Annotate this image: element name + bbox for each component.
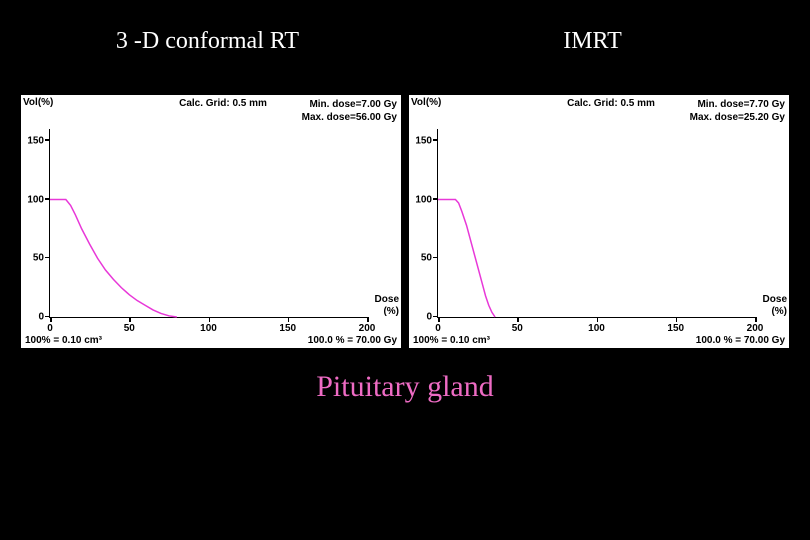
y-tick-label: 0 [38, 312, 44, 323]
x-tick [676, 317, 678, 322]
dvh-curve [50, 129, 367, 317]
plot-area: 050100150050100150200 [49, 129, 367, 318]
x-tick-label: 100 [200, 323, 217, 334]
x-tick [367, 317, 369, 322]
x-tick-label: 0 [47, 323, 53, 334]
dose-range-label: Min. dose=7.70 GyMax. dose=25.20 Gy [690, 98, 785, 124]
y-tick-label: 150 [415, 135, 432, 146]
y-tick-label: 50 [33, 253, 44, 264]
y-axis-label: Vol(%) [23, 97, 53, 108]
x-tick-label: 0 [435, 323, 441, 334]
x-tick [288, 317, 290, 322]
x-tick [597, 317, 599, 322]
x-tick [438, 317, 440, 322]
x-tick [209, 317, 211, 322]
x-tick-label: 50 [124, 323, 135, 334]
x-tick-label: 200 [359, 323, 376, 334]
titles-row: 3 -D conformal RT IMRT [0, 28, 810, 55]
y-tick-label: 0 [426, 312, 432, 323]
y-axis-label: Vol(%) [411, 97, 441, 108]
x-tick [517, 317, 519, 322]
y-tick-label: 100 [27, 194, 44, 205]
dvh-curve [438, 129, 755, 317]
x-tick [755, 317, 757, 322]
x-axis-label: Dose(%) [375, 294, 399, 318]
chart-panels: Calc. Grid: 0.5 mm Min. dose=7.00 GyMax. … [20, 94, 790, 349]
x-tick-label: 50 [512, 323, 523, 334]
caption: Pituitary gland [0, 370, 810, 404]
x-tick-label: 150 [279, 323, 296, 334]
panel-header: Calc. Grid: 0.5 mm Min. dose=7.70 GyMax. … [437, 98, 785, 126]
x-tick [129, 317, 131, 322]
footer-right-label: 100.0 % = 70.00 Gy [696, 335, 785, 346]
footer-left-label: 100% = 0.10 cm³ [413, 335, 490, 346]
panel-3d-conformal: Calc. Grid: 0.5 mm Min. dose=7.00 GyMax. … [20, 94, 402, 349]
panel-imrt: Calc. Grid: 0.5 mm Min. dose=7.70 GyMax. … [408, 94, 790, 349]
y-tick-label: 50 [421, 253, 432, 264]
y-tick-label: 100 [415, 194, 432, 205]
calc-grid-label: Calc. Grid: 0.5 mm [567, 98, 655, 109]
x-tick-label: 200 [747, 323, 764, 334]
caption-text: Pituitary gland [316, 370, 493, 403]
right-title: IMRT [405, 28, 810, 55]
footer-right-label: 100.0 % = 70.00 Gy [308, 335, 397, 346]
plot-area: 050100150050100150200 [437, 129, 755, 318]
x-tick-label: 150 [667, 323, 684, 334]
panel-header: Calc. Grid: 0.5 mm Min. dose=7.00 GyMax. … [49, 98, 397, 126]
y-tick-label: 150 [27, 135, 44, 146]
x-tick [50, 317, 52, 322]
calc-grid-label: Calc. Grid: 0.5 mm [179, 98, 267, 109]
x-axis-label: Dose(%) [763, 294, 787, 318]
x-tick-label: 100 [588, 323, 605, 334]
dose-range-label: Min. dose=7.00 GyMax. dose=56.00 Gy [302, 98, 397, 124]
footer-left-label: 100% = 0.10 cm³ [25, 335, 102, 346]
left-title: 3 -D conformal RT [0, 28, 405, 55]
